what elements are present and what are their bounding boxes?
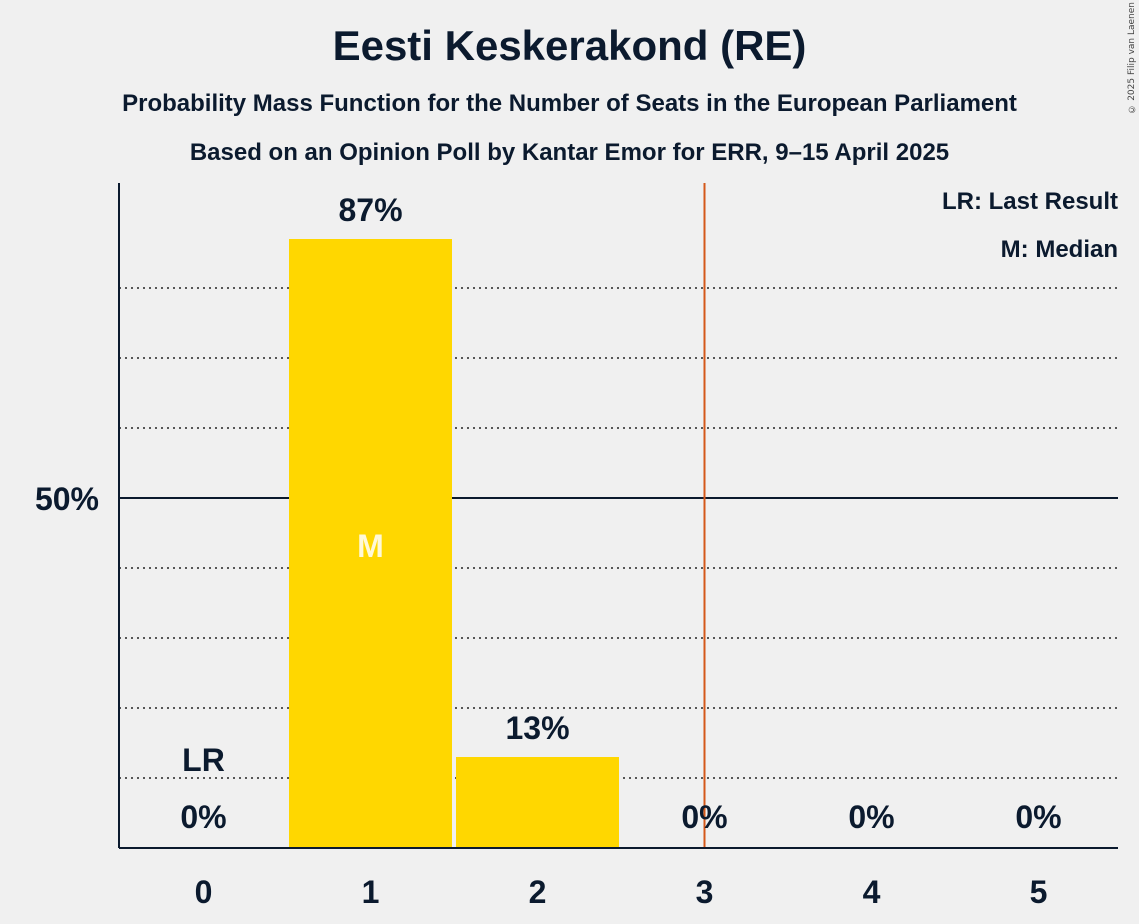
- bar-seats-2: [456, 757, 619, 848]
- axes: 0 1 2 3 4 5 50%: [35, 183, 1118, 910]
- median-marker: M: [357, 528, 384, 564]
- chart-source: Based on an Opinion Poll by Kantar Emor …: [189, 139, 950, 166]
- value-label-5: 0%: [1015, 799, 1061, 835]
- y-tick-label: 50%: [35, 481, 99, 517]
- value-label-1: 87%: [338, 192, 402, 228]
- chart-subtitle: Probability Mass Function for the Number…: [122, 90, 1017, 117]
- value-label-2: 13%: [505, 710, 569, 746]
- bar-seats-1: [289, 239, 452, 848]
- x-tick-label-1: 1: [362, 874, 380, 910]
- x-tick-label-3: 3: [696, 874, 714, 910]
- value-label-0: 0%: [180, 799, 226, 835]
- x-tick-label-2: 2: [529, 874, 547, 910]
- last-result-marker: LR: [182, 742, 225, 778]
- value-label-4: 0%: [848, 799, 894, 835]
- value-label-3: 0%: [681, 799, 727, 835]
- legend-median: M: Median: [1001, 236, 1118, 263]
- gridlines: [119, 183, 1118, 848]
- chart-title: Eesti Keskerakond (RE): [332, 22, 807, 69]
- x-tick-label-5: 5: [1030, 874, 1048, 910]
- value-labels: 0% 87% 13% 0% 0% 0% M LR: [180, 192, 1061, 835]
- x-tick-label-0: 0: [195, 874, 213, 910]
- legend-last-result: LR: Last Result: [942, 188, 1118, 215]
- x-tick-label-4: 4: [863, 874, 881, 910]
- bars: [289, 239, 619, 848]
